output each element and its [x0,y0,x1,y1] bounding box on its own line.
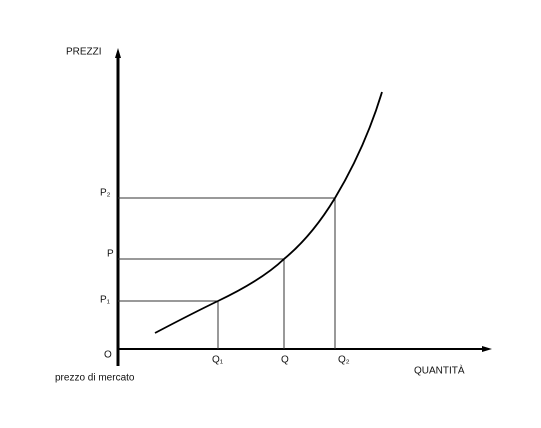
quantity-label: Q₁ [212,355,224,366]
quantity-label: Q₂ [338,355,350,366]
price-label: P₁ [100,295,111,306]
origin-label: O [104,350,112,361]
y-axis-arrow [115,48,121,58]
price-label: P₂ [100,188,111,199]
quantity-label: Q [281,355,289,366]
price-label: P [107,249,114,260]
supply-curve [154,91,383,334]
origin-note: prezzo di mercato [55,373,135,384]
y-axis-label: PREZZI [66,47,102,58]
x-axis-label: QUANTITÀ [414,364,465,377]
x-axis-arrow [482,346,492,352]
